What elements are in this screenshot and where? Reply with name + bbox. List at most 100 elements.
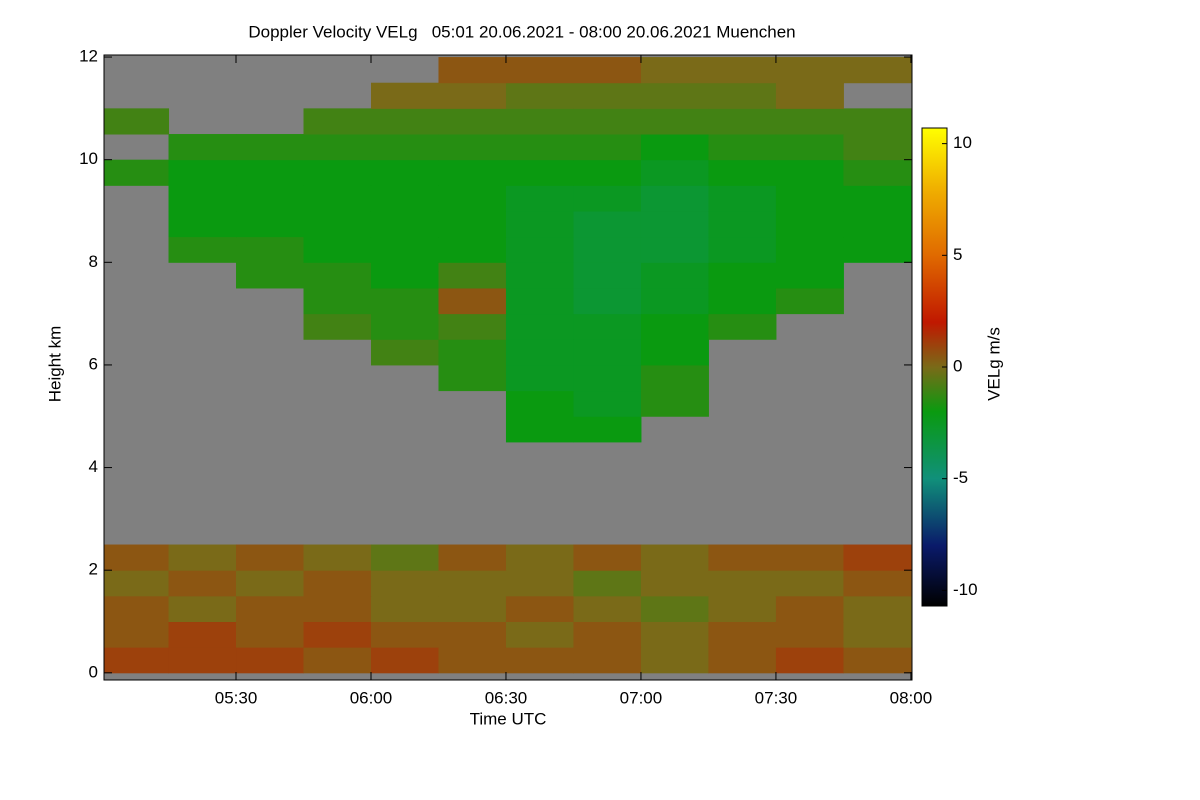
heatmap-cell [640,544,709,571]
heatmap-cell [640,57,709,84]
heatmap-cell [640,313,709,340]
heatmap-cell [505,287,574,315]
y-tick-label: 10 [79,149,98,168]
heatmap-cell [708,621,777,648]
heatmap-cell [640,339,709,366]
heatmap-cell [104,570,170,597]
heatmap-cell [775,185,844,212]
heatmap-cell [708,159,777,186]
colorbar-label: VELg m/s [984,327,1003,401]
heatmap-cell [303,236,372,263]
heatmap-cell [573,647,642,674]
heatmap-cell [236,544,305,571]
colorbar-tick-label: 0 [953,356,962,375]
heatmap-cell [708,57,777,84]
heatmap-cell [843,108,912,135]
heatmap-cell [438,621,507,648]
heatmap-cell [236,210,305,238]
heatmap-cell [708,262,777,289]
heatmap-cell [438,262,507,289]
heatmap-cell [438,313,507,340]
heatmap-cell [370,236,439,263]
heatmap-cell [438,210,507,238]
heatmap-cell [708,82,777,109]
heatmap-cell [775,57,844,84]
heatmap-cell [438,108,507,135]
y-tick-label: 8 [89,252,98,271]
heatmap-cell [775,236,844,263]
heatmap-cell [505,134,574,161]
heatmap-cell [370,313,439,340]
heatmap-cell [775,159,844,186]
heatmap-cell [640,82,709,109]
heatmap-cell [573,262,642,289]
heatmap-cell [303,185,372,212]
colorbar-tick-label: 5 [953,245,962,264]
heatmap-cell [775,595,844,623]
x-tick-label: 07:00 [620,688,663,707]
heatmap-cell [640,134,709,161]
heatmap-cell [843,57,912,84]
heatmap-cell [708,108,777,135]
heatmap-cell [104,159,170,186]
heatmap-cell [573,108,642,135]
heatmap-cell [168,647,237,674]
heatmap-cell [438,570,507,597]
heatmap-cell [708,544,777,571]
heatmap-cell [573,339,642,366]
heatmap-cell [640,210,709,238]
heatmap-cell [505,595,574,623]
heatmap-cell [573,159,642,186]
heatmap-cell [505,621,574,648]
heatmap-cell [640,262,709,289]
x-tick-label: 08:00 [890,688,933,707]
heatmap-cell [438,159,507,186]
heatmap-cell [438,287,507,315]
heatmap-cell [775,82,844,109]
heatmap-cell [708,595,777,623]
x-axis-label: Time UTC [470,709,547,728]
heatmap-cell [438,82,507,109]
heatmap-cell [505,262,574,289]
heatmap-cell [775,108,844,135]
heatmap-cell [168,621,237,648]
heatmap-cell [236,647,305,674]
heatmap-cell [505,159,574,186]
heatmap-cell [168,134,237,161]
heatmap-cell [708,134,777,161]
x-tick-label: 07:30 [755,688,798,707]
heatmap-cell [708,236,777,263]
heatmap-cell [370,595,439,623]
heatmap-cell [438,544,507,571]
heatmap-cell [236,621,305,648]
heatmap-cell [370,210,439,238]
heatmap-cell [303,287,372,315]
heatmap-cell [505,647,574,674]
heatmap-cell [236,159,305,186]
heatmap-cell [843,595,912,623]
heatmap-cell [370,262,439,289]
heatmap-cell [303,134,372,161]
heatmap-cell [640,621,709,648]
heatmap-cell [236,262,305,289]
heatmap-cell [573,210,642,238]
heatmap-cell [708,185,777,212]
y-tick-label: 0 [89,662,98,681]
heatmap-cell [573,82,642,109]
heatmap-cell [505,544,574,571]
heatmap-cell [168,159,237,186]
heatmap-cell [505,339,574,366]
heatmap-cell [370,159,439,186]
heatmap-cell [236,134,305,161]
heatmap-cell [303,647,372,674]
heatmap-cell [573,595,642,623]
y-tick-label: 2 [89,560,98,579]
heatmap-cell [438,647,507,674]
heatmap-cell [505,416,574,443]
heatmap-cell [236,236,305,263]
heatmap-cell [573,544,642,571]
heatmap-cell [573,390,642,417]
heatmap-cell [775,621,844,648]
y-tick-label: 6 [89,354,98,373]
heatmap-cell [505,210,574,238]
